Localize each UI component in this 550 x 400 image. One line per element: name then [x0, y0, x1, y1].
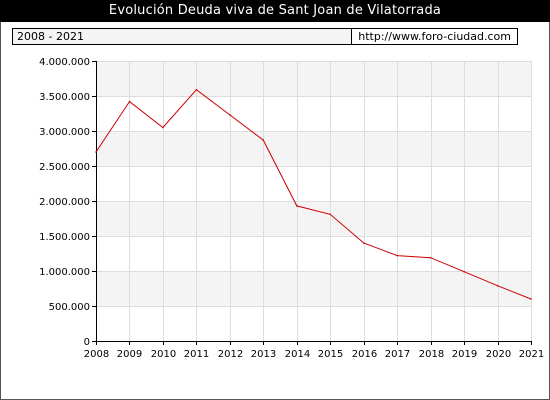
x-tick-label: 2013 — [251, 349, 276, 360]
y-tick-label: 0 — [84, 337, 90, 348]
x-tick-label: 2010 — [151, 349, 176, 360]
x-tick-labels: 2008 2009 2010 2011 2012 2013 2014 2015 2016 2017… — [84, 349, 544, 360]
x-tick-label: 2020 — [486, 349, 511, 360]
plot-bands — [96, 61, 531, 306]
data-point — [95, 151, 97, 153]
x-tick-label: 2012 — [218, 349, 243, 360]
data-point — [296, 205, 298, 207]
data-point — [496, 284, 499, 287]
y-tick-label: 2.000.000 — [39, 197, 90, 208]
axes — [92, 61, 532, 345]
data-point — [229, 114, 231, 116]
plot-band — [96, 201, 531, 236]
info-bar: 2008 - 2021 http://www.foro-ciudad.com — [12, 28, 518, 45]
period-label: 2008 - 2021 — [17, 30, 84, 43]
x-tick-label: 2014 — [285, 349, 310, 360]
plot-band — [96, 61, 531, 96]
x-tick-label: 2011 — [184, 349, 209, 360]
y-tick-label: 1.500.000 — [39, 232, 90, 243]
y-tick-label: 3.500.000 — [39, 92, 90, 103]
plot-band — [96, 131, 531, 166]
data-point — [162, 126, 164, 129]
y-tick-labels: 0 500.000 1.000.000 1.500.000 2.000.000 2.500… — [39, 57, 90, 348]
source-link[interactable]: http://www.foro-ciudad.com — [351, 29, 517, 44]
y-tick-label: 500.000 — [49, 302, 90, 313]
x-tick-label: 2008 — [84, 349, 109, 360]
series-line — [95, 89, 532, 300]
x-tick-label: 2017 — [385, 349, 410, 360]
y-tick-label: 3.000.000 — [39, 127, 90, 138]
y-tick-label: 4.000.000 — [39, 57, 90, 68]
x-tick-label: 2009 — [117, 349, 142, 360]
data-point — [396, 254, 399, 257]
data-point — [362, 242, 365, 244]
data-point — [463, 270, 465, 273]
data-point — [262, 139, 265, 141]
data-point — [530, 298, 532, 300]
data-point — [128, 100, 131, 103]
x-tick-label: 2019 — [452, 349, 477, 360]
y-tick-label: 1.000.000 — [39, 267, 90, 278]
x-tick-label: 2016 — [352, 349, 377, 360]
chart-title: Evolución Deuda viva de Sant Joan de Vil… — [0, 0, 550, 22]
x-tick-label: 2018 — [419, 349, 444, 360]
y-tick-label: 2.500.000 — [39, 162, 90, 173]
x-tick-label: 2015 — [318, 349, 343, 360]
x-tick-label: 2021 — [519, 349, 544, 360]
data-point — [195, 88, 198, 91]
plot-band — [96, 271, 531, 306]
data-point — [329, 213, 332, 216]
data-point — [429, 256, 432, 259]
series-group — [95, 88, 532, 300]
